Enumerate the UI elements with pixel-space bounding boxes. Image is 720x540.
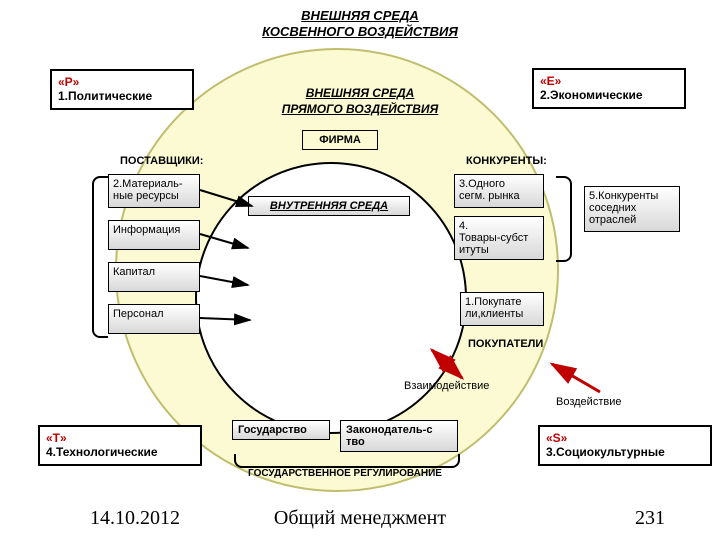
buyers-box: 1.Покупате ли,клиенты	[460, 292, 544, 326]
gov-state: Государство	[232, 420, 330, 440]
outer-title-2: КОСВЕННОГО ВОЗДЕЙСТВИЯ	[0, 24, 720, 39]
gov-brace	[234, 454, 460, 468]
supplier-capital: Капитал	[108, 262, 200, 292]
interaction-note: Взаимодействие	[404, 380, 489, 392]
competitors-brace	[556, 176, 572, 262]
impact-note: Воздействие	[556, 396, 621, 408]
buyers-label: ПОКУПАТЕЛИ	[468, 338, 543, 350]
pest-p-text: 1.Политические	[58, 89, 152, 103]
pest-s: «S» 3.Социокультурные	[538, 425, 712, 466]
footer-title: Общий менеджмент	[0, 507, 720, 530]
diagram-canvas: ВНЕШНЯЯ СРЕДА КОСВЕННОГО ВОЗДЕЙСТВИЯ ВНЕ…	[0, 0, 720, 540]
comp-substitutes: 4. Товары-субст итуты	[454, 216, 544, 260]
supplier-personnel: Персонал	[108, 304, 200, 334]
pest-t-text: 4.Технологические	[46, 445, 158, 459]
firma-box: ФИРМА	[302, 130, 378, 150]
pest-p-letter: «P»	[58, 75, 79, 89]
pest-e: «E» 2.Экономические	[532, 68, 686, 109]
gov-legislation: Законодатель-с тво	[340, 420, 458, 452]
suppliers-label: ПОСТАВЩИКИ:	[120, 155, 203, 167]
pest-s-letter: «S»	[546, 431, 567, 445]
pest-e-text: 2.Экономические	[540, 88, 643, 102]
competitors-label: КОНКУРЕНТЫ:	[466, 155, 547, 167]
supplier-info: Информация	[108, 220, 200, 250]
pest-t: «T» 4.Технологические	[38, 425, 202, 466]
gov-label: ГОСУДАРСТВЕННОЕ РЕГУЛИРОВАНИЕ	[220, 468, 470, 479]
pest-p: «P» 1.Политические	[50, 69, 194, 110]
comp-adjacent: 5.Конкуренты соседних отраслей	[584, 186, 680, 232]
comp-same-segment: 3.Одного сегм. рынка	[454, 174, 544, 208]
inner-env-box: ВНУТРЕННЯЯ СРЕДА	[248, 196, 410, 216]
pest-t-letter: «T»	[46, 431, 67, 445]
pest-s-text: 3.Социокультурные	[546, 445, 665, 459]
pest-e-letter: «E»	[540, 74, 561, 88]
suppliers-brace	[92, 176, 108, 338]
supplier-materials: 2.Материаль- ные ресурсы	[108, 174, 200, 208]
outer-title-1: ВНЕШНЯЯ СРЕДА	[0, 8, 720, 23]
footer-page: 231	[635, 507, 665, 530]
